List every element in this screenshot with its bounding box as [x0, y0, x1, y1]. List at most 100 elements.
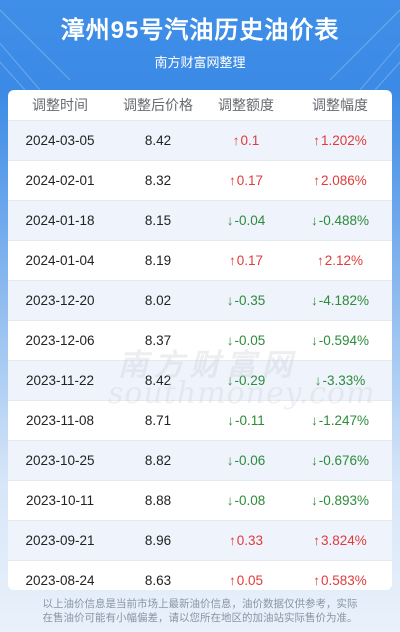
cell-amount-value: 0.1 — [240, 133, 260, 148]
cell-percent: ↓-3.33% — [288, 373, 392, 388]
cell-date: 2023-08-24 — [25, 573, 95, 588]
cell-date: 2024-01-04 — [25, 253, 95, 268]
cell-percent-value: 1.202% — [320, 133, 367, 148]
cell-percent-value: 2.12% — [324, 253, 364, 268]
arrow-up-icon: ↑ — [228, 533, 236, 548]
arrow-up-icon: ↑ — [316, 253, 324, 268]
arrow-down-icon: ↓ — [310, 453, 318, 468]
cell-price: 8.96 — [144, 533, 172, 548]
arrow-down-icon: ↓ — [310, 333, 318, 348]
cell-percent-value: -1.247% — [318, 413, 370, 428]
table-row: 2024-03-05 8.42 ↑0.1 ↑1.202% — [8, 121, 392, 161]
cell-price: 8.82 — [144, 453, 172, 468]
cell-amount-value: 0.05 — [236, 573, 264, 588]
disclaimer-line: 在售油价可能有小幅偏差，请以您所在地区的加油站实际售价为准。 — [42, 612, 358, 624]
cell-date: 2023-10-11 — [25, 493, 95, 508]
cell-percent-value: -0.488% — [318, 213, 370, 228]
cell-date: 2023-12-20 — [25, 293, 95, 308]
table-row: 2023-10-25 8.82 ↓-0.06 ↓-0.676% — [8, 441, 392, 481]
cell-price: 8.37 — [144, 333, 172, 348]
cell-price: 8.88 — [144, 493, 172, 508]
table-row: 2023-10-11 8.88 ↓-0.08 ↓-0.893% — [8, 481, 392, 521]
arrow-up-icon: ↑ — [232, 133, 240, 148]
cell-percent: ↑0.583% — [288, 573, 392, 588]
column-header-date: 调整时间 — [32, 97, 88, 113]
cell-amount-value: -0.29 — [234, 373, 266, 388]
cell-percent: ↑3.824% — [288, 533, 392, 548]
column-header-percent: 调整幅度 — [312, 97, 368, 113]
cell-amount: ↓-0.11 — [204, 413, 288, 428]
cell-percent: ↓-0.893% — [288, 493, 392, 508]
cell-price: 8.42 — [144, 373, 172, 388]
arrow-up-icon: ↑ — [313, 573, 320, 588]
cell-amount: ↑0.1 — [204, 133, 288, 148]
table-body: 2024-03-05 8.42 ↑0.1 ↑1.202% 2024-02-01 8.32 ↑… — [8, 121, 392, 590]
cell-amount: ↓-0.08 — [204, 493, 288, 508]
arrow-down-icon: ↓ — [310, 413, 318, 428]
cell-percent-value: -0.893% — [318, 493, 370, 508]
cell-date: 2023-09-21 — [25, 533, 95, 548]
table-row: 2023-11-08 8.71 ↓-0.11 ↓-1.247% — [8, 401, 392, 441]
cell-price: 8.32 — [144, 173, 172, 188]
cell-price: 8.71 — [144, 413, 172, 428]
cell-percent-value: -4.182% — [318, 293, 370, 308]
table-row: 2023-09-21 8.96 ↑0.33 ↑3.824% — [8, 521, 392, 561]
cell-date: 2023-11-08 — [25, 413, 95, 428]
cell-price: 8.42 — [144, 133, 172, 148]
page-title: 漳州95号汽油历史油价表 — [60, 17, 340, 44]
cell-date: 2023-11-22 — [25, 373, 95, 388]
price-table: 调整时间 调整后价格 调整额度 调整幅度 2024-03-05 8.42 ↑0.1 ↑… — [8, 90, 392, 590]
arrow-down-icon: ↓ — [310, 493, 318, 508]
cell-percent: ↓-4.182% — [288, 293, 392, 308]
cell-date: 2024-02-01 — [25, 173, 95, 188]
cell-percent: ↓-1.247% — [288, 413, 392, 428]
cell-price: 8.63 — [144, 573, 172, 588]
cell-percent: ↑1.202% — [288, 133, 392, 148]
cell-amount-value: 0.17 — [236, 173, 264, 188]
cell-amount-value: -0.05 — [234, 333, 266, 348]
cell-percent-value: -0.676% — [318, 453, 370, 468]
cell-amount-value: -0.11 — [234, 413, 265, 428]
arrow-up-icon: ↑ — [313, 173, 320, 188]
cell-amount-value: 0.17 — [236, 253, 264, 268]
cell-amount: ↓-0.04 — [204, 213, 288, 228]
arrow-down-icon: ↓ — [226, 333, 234, 348]
cell-percent: ↓-0.488% — [288, 213, 392, 228]
cell-percent-value: -0.594% — [318, 333, 370, 348]
arrow-down-icon: ↓ — [226, 293, 234, 308]
disclaimer: 以上油价信息是当前市场上最新油价信息，油价数据仅供参考，实际 在售油价可能有小幅… — [8, 597, 392, 625]
header-banner: 漳州95号汽油历史油价表 南方财富网整理 — [0, 0, 400, 90]
cell-date: 2024-03-05 — [25, 133, 95, 148]
cell-percent-value: 3.824% — [320, 533, 367, 548]
cell-price: 8.02 — [144, 293, 172, 308]
cell-date: 2023-12-06 — [25, 333, 95, 348]
cell-amount-value: -0.35 — [234, 293, 266, 308]
arrow-down-icon: ↓ — [310, 213, 318, 228]
table-row: 2023-11-22 8.42 ↓-0.29 ↓-3.33% — [8, 361, 392, 401]
cell-date: 2023-10-25 — [25, 453, 95, 468]
page-subtitle: 南方财富网整理 — [154, 55, 246, 70]
cell-percent: ↓-0.594% — [288, 333, 392, 348]
arrow-up-icon: ↑ — [228, 573, 236, 588]
arrow-down-icon: ↓ — [226, 213, 234, 228]
cell-price: 8.15 — [144, 213, 172, 228]
table-header: 调整时间 调整后价格 调整额度 调整幅度 — [8, 90, 392, 121]
arrow-up-icon: ↑ — [313, 133, 320, 148]
arrow-up-icon: ↑ — [228, 253, 236, 268]
cell-amount-value: -0.08 — [234, 493, 266, 508]
arrow-down-icon: ↓ — [226, 493, 234, 508]
cell-amount: ↑0.33 — [204, 533, 288, 548]
cell-percent: ↑2.12% — [288, 253, 392, 268]
decorative-lines-icon — [0, 9, 70, 90]
cell-price: 8.19 — [144, 253, 172, 268]
arrow-down-icon: ↓ — [227, 413, 234, 428]
cell-amount: ↑0.05 — [204, 573, 288, 588]
arrow-down-icon: ↓ — [314, 373, 322, 388]
cell-percent-value: 0.583% — [320, 573, 367, 588]
disclaimer-line: 以上油价信息是当前市场上最新油价信息，油价数据仅供参考，实际 — [42, 598, 358, 610]
cell-percent: ↑2.086% — [288, 173, 392, 188]
cell-amount: ↓-0.05 — [204, 333, 288, 348]
column-header-price: 调整后价格 — [123, 97, 193, 113]
arrow-down-icon: ↓ — [226, 373, 234, 388]
cell-amount: ↓-0.29 — [204, 373, 288, 388]
